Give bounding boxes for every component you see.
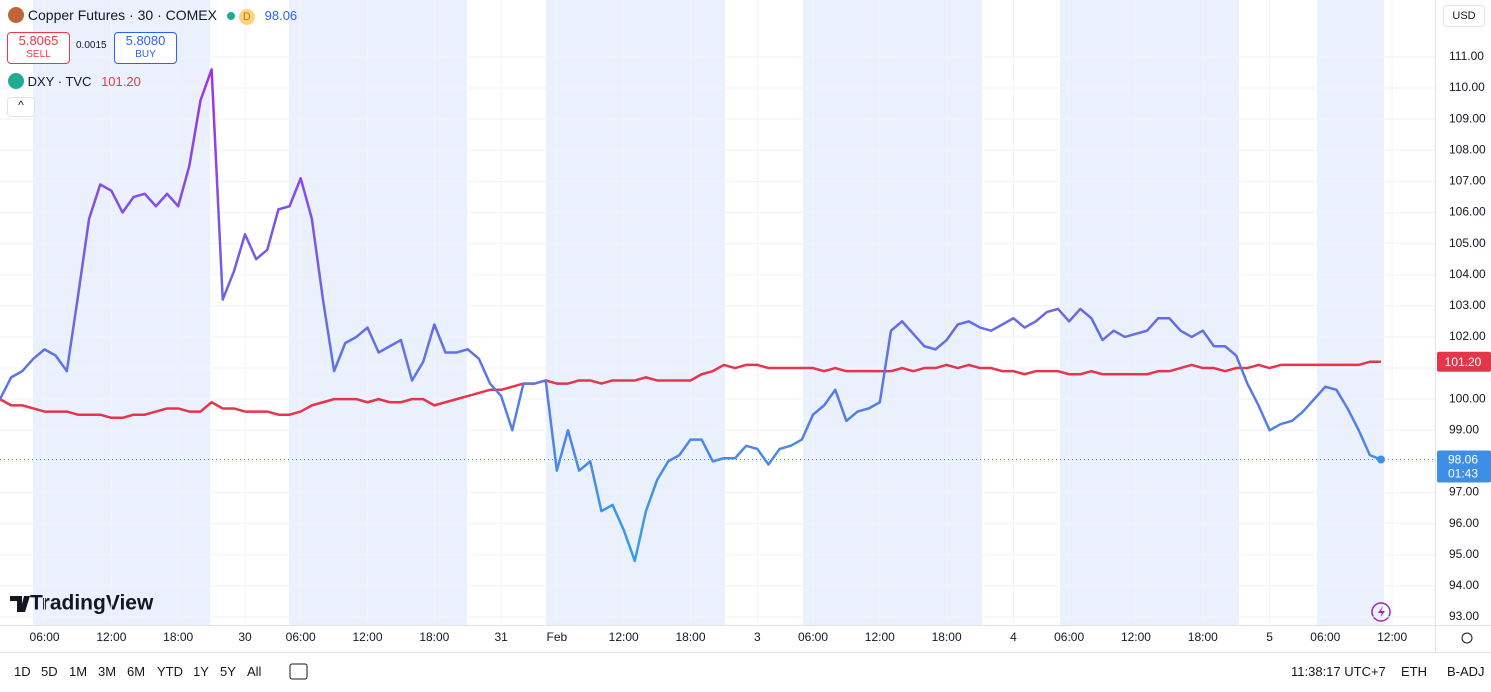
legend-name: Copper Futures · 30 · COMEX [27, 7, 217, 23]
copper-icon [8, 7, 24, 23]
spread: 0.0015 [76, 40, 107, 51]
x-tick-label: 12:00 [609, 630, 639, 644]
range-button[interactable]: 3M [98, 664, 117, 679]
dxy-icon [8, 73, 24, 89]
price-tag [1437, 351, 1491, 372]
market-status [226, 12, 235, 20]
x-tick-label: 12:00 [1377, 630, 1407, 644]
interval-badge: D [238, 9, 255, 25]
series-line [0, 68, 1382, 563]
price-tag-time: 01:43 [1448, 467, 1478, 481]
range-button[interactable]: 1D [14, 664, 31, 679]
compare-legend: DXY · TVC 101.20 [8, 73, 141, 89]
range-button[interactable]: 1M [69, 664, 88, 679]
y-tick-label: 111.00 [1449, 49, 1484, 63]
collapse-button[interactable]: ^ [7, 97, 35, 117]
x-tick-label: 18:00 [675, 630, 705, 644]
y-tick-label: 102.00 [1449, 329, 1486, 343]
x-tick-label: 4 [1010, 630, 1017, 644]
logo-mark [10, 596, 30, 612]
clock: 11:38:17 UTC+7 [1291, 664, 1386, 679]
x-tick-label: 5 [1266, 630, 1273, 644]
x-tick-label: 18:00 [419, 630, 449, 644]
y-tick-label: 103.00 [1449, 298, 1486, 312]
y-tick-label: 95.00 [1449, 547, 1479, 561]
y-tick-label: 110.00 [1449, 80, 1485, 94]
x-tick-label: 30 [238, 630, 252, 644]
buy-label: BUY [135, 49, 156, 60]
range-button[interactable]: 5D [41, 664, 58, 679]
session-toggle[interactable]: ETH [1401, 664, 1427, 679]
series-legend: Copper Futures · 30 · COMEX D 98.06 [8, 7, 297, 25]
y-tick-label: 96.00 [1449, 516, 1479, 530]
buy-button[interactable]: 5.8080 BUY [114, 32, 177, 64]
x-tick-label: 06:00 [1310, 630, 1340, 644]
sell-price: 5.8065 [18, 33, 59, 48]
y-tick-label: 97.00 [1449, 485, 1479, 499]
series-line [0, 360, 1381, 420]
y-tick-label: 107.00 [1449, 174, 1486, 188]
x-tick-label: 06:00 [798, 630, 828, 644]
legend-value: 101.20 [101, 74, 141, 89]
adjust-toggle[interactable]: B-ADJ [1447, 664, 1485, 679]
range-button[interactable]: 6M [127, 664, 146, 679]
y-tick-label: 93.00 [1449, 609, 1479, 623]
range-button[interactable]: All [247, 664, 262, 679]
x-tick-label: 06:00 [1054, 630, 1084, 644]
lightning-glyph [1378, 606, 1385, 618]
y-tick-label: 100.00 [1449, 391, 1486, 405]
last-point [1376, 455, 1385, 464]
x-tick-label: 31 [494, 630, 508, 644]
y-tick-label: 105.00 [1449, 236, 1486, 250]
x-tick-label: 12:00 [1121, 630, 1151, 644]
y-tick-label: 99.00 [1449, 422, 1479, 436]
x-tick-label: Feb [547, 630, 568, 644]
sell-label: SELL [26, 49, 51, 60]
session-bands [33, 0, 1384, 625]
y-tick-label: 106.00 [1449, 205, 1486, 219]
y-tick-label: 94.00 [1449, 578, 1479, 592]
lightning-icon[interactable] [1371, 602, 1391, 622]
x-tick-label: 12:00 [353, 630, 383, 644]
calendar-icon[interactable] [289, 663, 308, 680]
price-tag [1437, 450, 1491, 483]
currency-button[interactable]: USD [1443, 5, 1485, 27]
x-tick-label: 3 [754, 630, 761, 644]
x-tick-label: 18:00 [1188, 630, 1218, 644]
range-button[interactable]: YTD [157, 664, 183, 679]
y-tick-label: 108.00 [1449, 142, 1486, 156]
x-tick-label: 06:00 [30, 630, 60, 644]
legend-name: DXY · TVC [27, 74, 92, 89]
x-tick-label: 18:00 [932, 630, 962, 644]
x-tick-label: 12:00 [865, 630, 895, 644]
settings-icon[interactable] [1461, 632, 1473, 644]
x-tick-label: 12:00 [96, 630, 126, 644]
x-tick-label: 18:00 [163, 630, 193, 644]
y-tick-label: 104.00 [1449, 267, 1486, 281]
logo: TradingView [30, 592, 154, 615]
legend-value: 98.06 [264, 8, 298, 23]
buy-price: 5.8080 [125, 33, 166, 48]
range-button[interactable]: 1Y [193, 664, 209, 679]
x-tick-label: 06:00 [286, 630, 316, 644]
price-tag-value: 101.20 [1445, 355, 1482, 369]
range-button[interactable]: 5Y [220, 664, 236, 679]
sell-button[interactable]: 5.8065 SELL [7, 32, 70, 64]
y-tick-label: 109.00 [1449, 111, 1486, 125]
price-tag-value: 98.06 [1448, 453, 1478, 467]
